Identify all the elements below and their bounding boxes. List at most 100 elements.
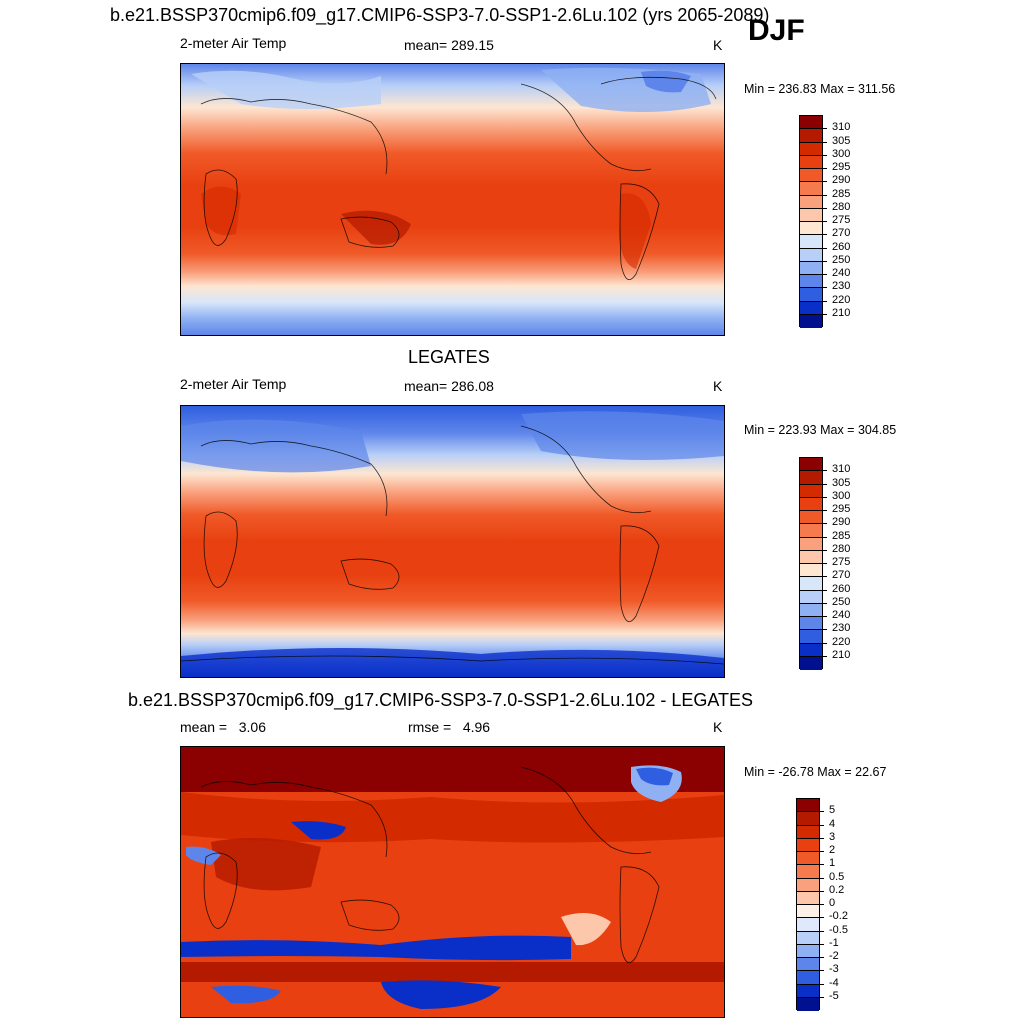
colorbar-swatch xyxy=(800,288,822,302)
colorbar-label: -1 xyxy=(829,936,839,949)
colorbar-tick xyxy=(820,864,824,866)
colorbar-tick xyxy=(823,221,827,222)
colorbar-tick xyxy=(823,128,827,130)
panel-1-units: K xyxy=(713,37,723,53)
colorbar-tick xyxy=(823,496,827,498)
panel-2-title: LEGATES xyxy=(408,347,490,367)
colorbar-swatch xyxy=(800,471,822,485)
colorbar-swatch xyxy=(800,617,822,631)
colorbar-box xyxy=(799,115,823,328)
panel-2-minmax: Min = 223.93 Max = 304.85 xyxy=(744,423,897,437)
colorbar-label: 310 xyxy=(832,463,851,476)
colorbar-label: 295 xyxy=(832,161,851,173)
colorbar-tick xyxy=(823,194,827,196)
colorbar-tick xyxy=(823,313,827,315)
colorbar-swatch xyxy=(800,275,822,289)
colorbar-tick xyxy=(823,523,827,525)
colorbar-label: 275 xyxy=(832,214,851,226)
colorbar-label: 290 xyxy=(832,174,851,187)
colorbar-label: 300 xyxy=(832,147,851,160)
colorbar-label: 285 xyxy=(832,187,851,200)
colorbar-label: 275 xyxy=(832,556,851,568)
colorbar-label: 220 xyxy=(832,293,851,306)
colorbar-swatch xyxy=(800,155,822,169)
colorbar-label: 2 xyxy=(829,844,836,856)
colorbar-tick xyxy=(820,943,824,945)
colorbar-swatch xyxy=(800,182,822,196)
colorbar-label: -3 xyxy=(829,963,839,976)
colorbar-label: -0.2 xyxy=(829,910,848,923)
colorbar-swatch xyxy=(800,524,822,538)
colorbar-label: 0 xyxy=(829,897,836,909)
colorbar-label: 260 xyxy=(832,240,851,253)
panel-3-mean: mean = 3.06 xyxy=(180,719,267,735)
colorbar-tick xyxy=(820,837,824,839)
colorbar-swatch xyxy=(800,603,822,617)
colorbar-swatch xyxy=(797,958,819,972)
colorbar-tick xyxy=(823,234,827,236)
panel-1-map xyxy=(180,63,725,336)
colorbar-label: 295 xyxy=(832,503,851,515)
colorbar-tick xyxy=(823,181,827,183)
case-title: b.e21.BSSP370cmip6.f09_g17.CMIP6-SSP3-7.… xyxy=(110,5,770,25)
colorbar-label: 285 xyxy=(832,529,851,542)
colorbar-swatch xyxy=(800,142,822,156)
colorbar-tick xyxy=(823,300,827,302)
colorbar-swatch xyxy=(800,129,822,143)
panel-2-variable: 2-meter Air Temp xyxy=(180,376,287,392)
colorbar-label: -2 xyxy=(829,950,839,962)
colorbar-tick xyxy=(823,154,827,156)
season-label: DJF xyxy=(748,14,805,47)
panel-1-variable: 2-meter Air Temp xyxy=(180,35,287,51)
colorbar-swatch xyxy=(800,564,822,578)
colorbar-swatch xyxy=(800,222,822,236)
panel-2-map xyxy=(180,405,725,678)
colorbar-box xyxy=(799,457,823,670)
colorbar-tick xyxy=(823,616,827,617)
colorbar-swatch xyxy=(797,852,819,866)
colorbar-tick xyxy=(823,629,827,631)
colorbar-tick xyxy=(823,207,827,209)
colorbar-swatch xyxy=(800,195,822,209)
colorbar-tick xyxy=(820,824,824,826)
colorbar-swatch xyxy=(797,905,819,919)
colorbar-swatch xyxy=(800,484,822,498)
colorbar-swatch xyxy=(800,261,822,275)
colorbar-tick xyxy=(823,260,827,262)
colorbar-label: 5 xyxy=(829,804,836,817)
colorbar-tick xyxy=(820,811,824,813)
colorbar-tick xyxy=(823,536,827,538)
colorbar-swatch xyxy=(800,630,822,644)
colorbar-tick xyxy=(823,655,827,657)
colorbar-swatch xyxy=(800,116,822,130)
colorbar-label: 240 xyxy=(832,267,851,279)
panel-3-units: K xyxy=(713,719,723,735)
colorbar-swatch xyxy=(800,550,822,564)
colorbar-label: 230 xyxy=(832,622,851,635)
colorbar-label: 250 xyxy=(832,253,851,266)
panel-1-mean: mean= 289.15 xyxy=(404,37,494,53)
colorbar-tick xyxy=(823,589,827,591)
colorbar-swatch xyxy=(800,235,822,249)
colorbar-swatch xyxy=(800,458,822,472)
panel-3-minmax: Min = -26.78 Max = 22.67 xyxy=(744,765,887,779)
colorbar-tick xyxy=(820,851,824,852)
colorbar-swatch xyxy=(797,812,819,826)
colorbar-label: 280 xyxy=(832,200,851,213)
colorbar-tick xyxy=(823,274,827,275)
colorbar-label: 230 xyxy=(832,280,851,293)
colorbar-swatch xyxy=(797,984,819,998)
panel-1-map-svg xyxy=(181,64,724,335)
colorbar-tick xyxy=(823,563,827,564)
colorbar-swatch xyxy=(797,918,819,932)
colorbar-label: 270 xyxy=(832,227,851,240)
colorbar-swatch xyxy=(800,590,822,604)
colorbar-tick xyxy=(823,141,827,143)
panel-2-map-svg xyxy=(181,406,724,677)
panel-2-mean: mean= 286.08 xyxy=(404,378,494,394)
colorbar-swatch xyxy=(797,799,819,813)
colorbar-label: -5 xyxy=(829,989,839,1002)
colorbar-swatch xyxy=(797,865,819,879)
colorbar-tick xyxy=(823,510,827,511)
panel-3-title: b.e21.BSSP370cmip6.f09_g17.CMIP6-SSP3-7.… xyxy=(128,690,754,710)
